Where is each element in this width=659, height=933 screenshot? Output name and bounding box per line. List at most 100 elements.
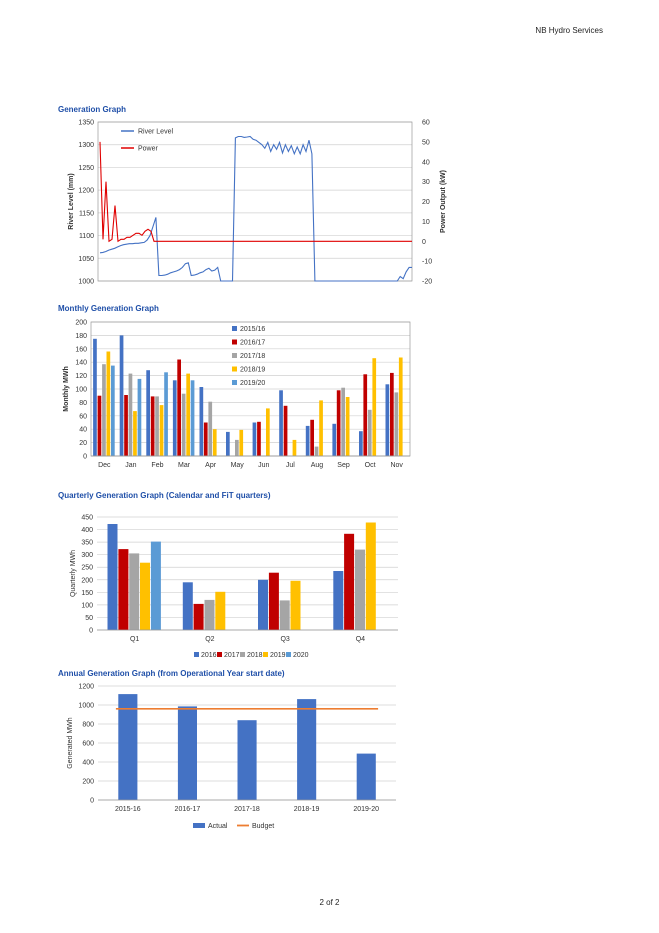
monthly-bar [102,364,106,456]
monthly-legend-label: 2017/18 [240,353,265,360]
monthly-bar [172,380,177,456]
monthly-bar [150,396,155,456]
gen-ytick: 1250 [78,165,94,172]
gen-series-river-level [99,135,412,282]
quarterly-bar [118,549,129,630]
annual-ylabel: Generated MWh [67,717,74,768]
quarterly-ytick: 100 [81,602,93,609]
monthly-bar [124,395,128,456]
gen-y2tick: 40 [422,159,430,166]
monthly-legend-label: 2016/17 [240,340,265,347]
quarterly-xtick: Q4 [356,636,365,643]
annual-ytick: 800 [82,722,94,729]
quarterly-bar [193,603,204,630]
quarterly-ytick: 300 [81,552,93,559]
monthly-bar [292,439,297,456]
monthly-bar [341,387,345,456]
gen-plot-area [97,121,413,282]
monthly-legend-label: 2015/16 [240,326,265,333]
quarterly-bar [268,572,279,630]
annual-xtick: 2018-19 [294,806,320,813]
quarterly-ytick: 350 [81,540,93,547]
monthly-bar [345,397,350,456]
annual-ytick: 0 [90,798,94,805]
gen-y2tick: 30 [422,179,430,186]
quarterly-graph-title: Quarterly Generation Graph (Calendar and… [58,491,271,500]
quarterly-ytick: 200 [81,577,93,584]
annual-ytick: 200 [82,779,94,786]
monthly-bar [359,431,363,456]
monthly-bar [119,335,124,456]
gen-ytick: 1050 [78,256,94,263]
quarterly-legend-swatch [286,652,291,657]
monthly-bar [235,439,239,456]
monthly-xtick: Jul [286,462,295,469]
quarterly-ytick: 250 [81,565,93,572]
monthly-legend-swatch [232,353,237,358]
quarterly-bar [107,524,118,630]
gen-ytick: 1350 [78,120,94,127]
annual-ytick: 600 [82,741,94,748]
annual-bar [237,720,257,800]
monthly-ytick: 120 [75,373,87,380]
quarterly-legend-label: 2018 [247,652,263,659]
quarterly-bar [344,533,355,630]
monthly-ytick: 40 [79,427,87,434]
quarterly-xtick: Q3 [280,636,289,643]
monthly-bar [159,405,164,456]
monthly-bar [332,423,337,456]
annual-bar [297,699,317,800]
monthly-bar [336,390,341,456]
quarterly-bar [290,580,301,630]
monthly-ylabel: Monthly MWh [63,366,70,412]
gen-ylabel: River Level (mm) [68,173,75,229]
quarterly-legend-swatch [240,652,245,657]
monthly-legend-label: 2018/19 [240,367,265,374]
monthly-bar [319,400,323,456]
gen-y2tick: 20 [422,199,430,206]
quarterly-ytick: 0 [89,628,93,635]
monthly-bar [137,378,142,456]
gen-legend-label: River Level [138,129,173,136]
quarterly-bar [182,582,193,630]
monthly-xtick: Feb [151,462,163,469]
gen-y2tick: 50 [422,139,430,146]
gen-ytick: 1100 [79,233,94,240]
monthly-bar [111,365,115,457]
monthly-bar [177,359,181,456]
quarterly-bar [129,553,140,630]
annual-legend-swatch-actual [193,823,205,828]
quarterly-xtick: Q1 [130,636,139,643]
monthly-xtick: Jan [125,462,136,469]
quarterly-legend-swatch [217,652,222,657]
quarterly-ytick: 50 [85,615,93,622]
quarterly-bar [333,571,344,630]
monthly-bar [367,409,372,456]
monthly-bar [390,372,394,456]
annual-xtick: 2015-16 [115,806,141,813]
monthly-bar [372,358,377,456]
quarterly-bar [365,522,376,630]
quarterly-bar [355,549,365,630]
monthly-ytick: 140 [75,360,87,367]
monthly-bar [283,405,288,457]
gen-ytick: 1000 [78,279,94,286]
annual-legend-label: Budget [252,823,274,830]
quarterly-legend-swatch [194,652,199,657]
monthly-bar [208,401,213,456]
monthly-xtick: Nov [390,462,403,469]
gen-y2tick: -10 [422,259,432,266]
monthly-ytick: 180 [75,333,87,340]
gen-y2tick: 0 [422,239,426,246]
monthly-legend-swatch [232,380,237,385]
monthly-bar [398,357,403,456]
quarterly-ylabel: Quarterly MWh [70,550,77,597]
gen-y2tick: 10 [422,219,430,226]
monthly-xtick: Aug [311,462,324,469]
monthly-bar [155,396,159,456]
monthly-legend-swatch [232,326,237,331]
monthly-bar [146,370,150,456]
annual-bar [356,753,376,800]
monthly-bar [385,384,390,456]
gen-y2tick: -20 [422,279,432,286]
